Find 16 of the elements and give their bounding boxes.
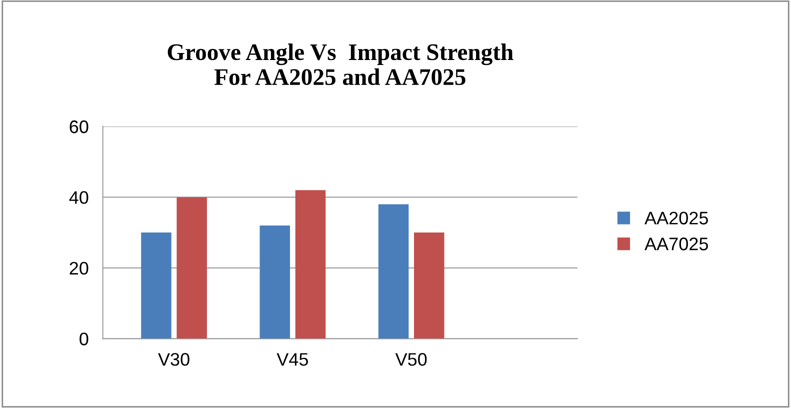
- y-tick-label: 0: [80, 332, 88, 346]
- legend-label: AA7025: [644, 238, 708, 250]
- bar: [378, 204, 409, 339]
- x-tick-label: V30: [158, 353, 190, 366]
- bar: [176, 197, 207, 339]
- bar: [141, 232, 172, 339]
- y-tick-label: 20: [70, 262, 88, 275]
- bar: [260, 225, 290, 339]
- y-tick-label: 40: [69, 191, 88, 204]
- y-tick-label: 60: [70, 120, 88, 134]
- bar: [414, 232, 444, 339]
- legend-label: AA2025: [644, 212, 708, 224]
- x-tick-label: V45: [276, 353, 308, 366]
- x-tick-label: V50: [395, 353, 427, 366]
- bar: [295, 190, 326, 339]
- chart-title: Groove Angle Vs Impact Strength For AA2025 and AA7025: [168, 44, 514, 86]
